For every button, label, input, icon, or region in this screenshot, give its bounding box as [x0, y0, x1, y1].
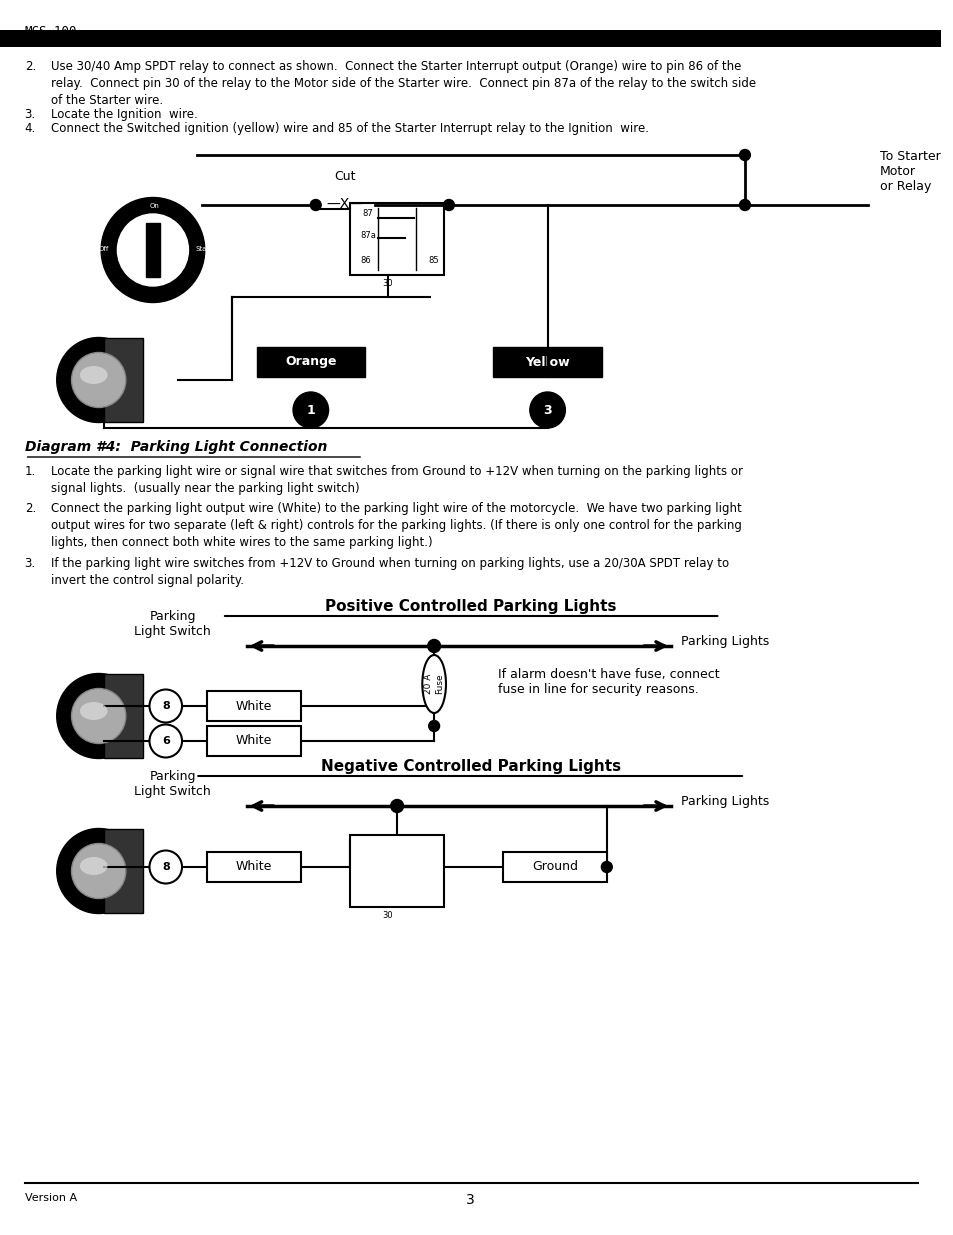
Text: Start: Start — [195, 246, 213, 252]
Text: White: White — [235, 735, 272, 747]
Text: of the Starter wire.: of the Starter wire. — [51, 94, 163, 107]
Ellipse shape — [80, 701, 108, 720]
Text: Negative Controlled Parking Lights: Negative Controlled Parking Lights — [320, 760, 620, 774]
Text: 3: 3 — [466, 1193, 475, 1207]
Circle shape — [150, 689, 182, 722]
Text: 30: 30 — [382, 279, 393, 288]
Text: On: On — [150, 203, 160, 209]
Circle shape — [427, 640, 440, 652]
Text: 4.: 4. — [25, 122, 36, 135]
Ellipse shape — [71, 844, 126, 899]
Ellipse shape — [56, 337, 140, 422]
Text: 20 A
Fuse: 20 A Fuse — [424, 673, 443, 694]
Text: Locate the Ignition  wire.: Locate the Ignition wire. — [51, 107, 198, 121]
Text: 1: 1 — [306, 404, 314, 416]
Ellipse shape — [80, 857, 108, 876]
FancyBboxPatch shape — [104, 674, 143, 758]
Text: Yellow: Yellow — [525, 356, 569, 368]
FancyBboxPatch shape — [350, 203, 443, 275]
FancyBboxPatch shape — [502, 852, 606, 882]
Text: Locate the parking light wire or signal wire that switches from Ground to +12V w: Locate the parking light wire or signal … — [51, 466, 742, 478]
Circle shape — [600, 862, 612, 872]
Circle shape — [529, 391, 565, 429]
Circle shape — [150, 851, 182, 883]
Text: If the parking light wire switches from +12V to Ground when turning on parking l: If the parking light wire switches from … — [51, 557, 729, 571]
FancyBboxPatch shape — [256, 347, 365, 377]
FancyBboxPatch shape — [104, 338, 143, 422]
Text: 2.: 2. — [25, 501, 36, 515]
FancyBboxPatch shape — [207, 852, 300, 882]
Ellipse shape — [71, 688, 126, 743]
Ellipse shape — [56, 673, 140, 758]
Text: 87: 87 — [362, 209, 373, 219]
Text: signal lights.  (usually near the parking light switch): signal lights. (usually near the parking… — [51, 482, 359, 495]
Ellipse shape — [101, 198, 205, 303]
Text: 6: 6 — [162, 736, 170, 746]
Circle shape — [443, 200, 454, 210]
Ellipse shape — [80, 366, 108, 384]
Text: To Starter
Motor
or Relay: To Starter Motor or Relay — [880, 149, 940, 193]
Text: 2.: 2. — [25, 61, 36, 73]
Text: Connect the parking light output wire (White) to the parking light wire of the m: Connect the parking light output wire (W… — [51, 501, 741, 515]
Text: Cut: Cut — [335, 170, 355, 183]
Ellipse shape — [422, 655, 445, 713]
Text: output wires for two separate (left & right) controls for the parking lights. (I: output wires for two separate (left & ri… — [51, 519, 741, 532]
Ellipse shape — [71, 352, 126, 408]
Text: 86: 86 — [360, 256, 371, 266]
Text: 3.: 3. — [25, 557, 36, 571]
Text: 85: 85 — [428, 888, 438, 897]
Text: 86: 86 — [360, 888, 371, 897]
FancyBboxPatch shape — [207, 692, 300, 721]
Text: invert the control signal polarity.: invert the control signal polarity. — [51, 574, 244, 587]
Text: relay.  Connect pin 30 of the relay to the Motor side of the Starter wire.  Conn: relay. Connect pin 30 of the relay to th… — [51, 77, 756, 90]
Text: Use 30/40 Amp SPDT relay to connect as shown.  Connect the Starter Interrupt out: Use 30/40 Amp SPDT relay to connect as s… — [51, 61, 740, 73]
Text: White: White — [235, 699, 272, 713]
Text: —X—: —X— — [327, 198, 363, 211]
Text: 8: 8 — [162, 862, 170, 872]
Text: 3: 3 — [542, 404, 552, 416]
Circle shape — [428, 720, 439, 731]
FancyBboxPatch shape — [350, 835, 443, 906]
Text: Version A: Version A — [25, 1193, 76, 1203]
FancyBboxPatch shape — [146, 224, 160, 277]
Text: Connect the Switched ignition (yellow) wire and 85 of the Starter Interrupt rela: Connect the Switched ignition (yellow) w… — [51, 122, 649, 135]
Circle shape — [310, 200, 321, 210]
Circle shape — [391, 799, 403, 813]
Text: If alarm doesn't have fuse, connect
fuse in line for security reasons.: If alarm doesn't have fuse, connect fuse… — [497, 668, 720, 697]
Text: Ground: Ground — [532, 861, 578, 873]
Circle shape — [739, 200, 750, 210]
FancyBboxPatch shape — [207, 726, 300, 756]
Text: Parking
Light Switch: Parking Light Switch — [134, 769, 211, 798]
Text: 8: 8 — [162, 701, 170, 711]
Text: Orange: Orange — [285, 356, 336, 368]
Text: lights, then connect both white wires to the same parking light.): lights, then connect both white wires to… — [51, 536, 433, 550]
Text: 87a: 87a — [360, 863, 375, 872]
Text: Parking Lights: Parking Lights — [680, 794, 768, 808]
Text: 87: 87 — [362, 841, 373, 850]
FancyBboxPatch shape — [0, 30, 941, 47]
Text: Positive Controlled Parking Lights: Positive Controlled Parking Lights — [325, 599, 616, 614]
Text: 87a: 87a — [360, 231, 375, 240]
FancyBboxPatch shape — [493, 347, 601, 377]
Text: White: White — [235, 861, 272, 873]
Text: 3.: 3. — [25, 107, 36, 121]
Text: Parking Lights: Parking Lights — [680, 635, 768, 647]
Text: Parking
Light Switch: Parking Light Switch — [134, 610, 211, 638]
Text: 1.: 1. — [25, 466, 36, 478]
Ellipse shape — [56, 829, 140, 914]
Text: 30: 30 — [382, 911, 393, 920]
FancyBboxPatch shape — [104, 829, 143, 913]
Text: Diagram #4:  Parking Light Connection: Diagram #4: Parking Light Connection — [25, 440, 327, 454]
Ellipse shape — [117, 214, 189, 287]
Text: 85: 85 — [428, 256, 438, 266]
Text: MCS-100: MCS-100 — [25, 25, 77, 38]
Text: Off: Off — [98, 246, 109, 252]
Circle shape — [739, 149, 750, 161]
Circle shape — [150, 725, 182, 757]
Circle shape — [293, 391, 328, 429]
